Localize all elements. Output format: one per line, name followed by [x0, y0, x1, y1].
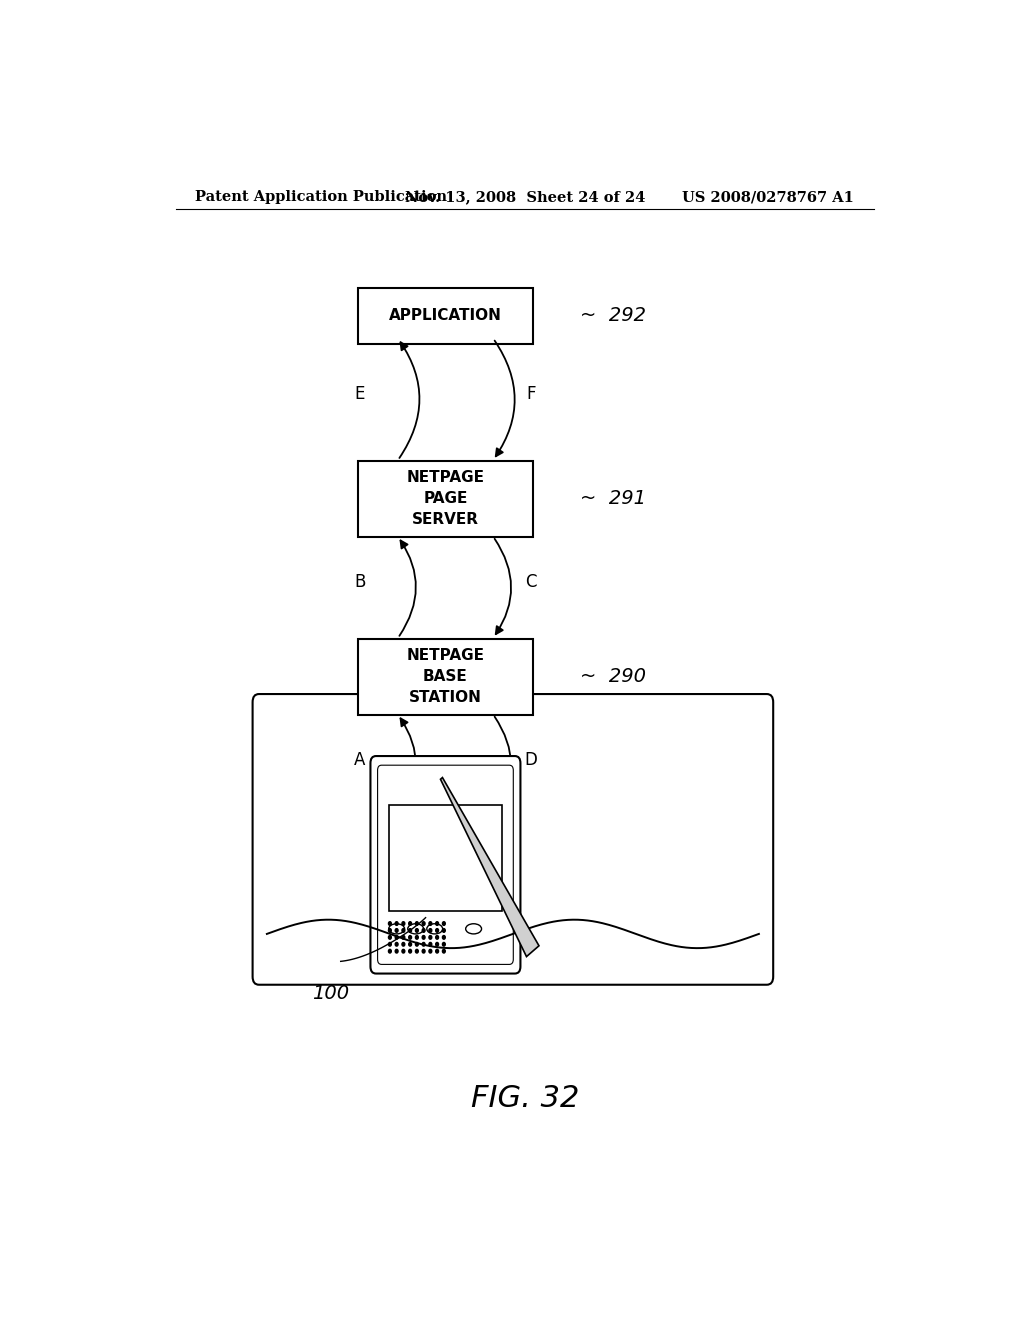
- Circle shape: [409, 921, 412, 925]
- Circle shape: [429, 936, 432, 940]
- Text: A: A: [354, 751, 366, 770]
- FancyBboxPatch shape: [378, 766, 513, 965]
- Text: Patent Application Publication: Patent Application Publication: [196, 190, 447, 205]
- FancyBboxPatch shape: [253, 694, 773, 985]
- Text: C: C: [525, 573, 537, 591]
- Circle shape: [422, 942, 425, 946]
- Text: B: B: [354, 573, 366, 591]
- Bar: [389, 805, 502, 911]
- Circle shape: [416, 949, 418, 953]
- FancyArrowPatch shape: [495, 717, 511, 812]
- Circle shape: [416, 929, 418, 932]
- Circle shape: [395, 942, 398, 946]
- Text: ~  290: ~ 290: [581, 668, 646, 686]
- FancyArrowPatch shape: [495, 341, 515, 457]
- Circle shape: [409, 942, 412, 946]
- Circle shape: [402, 929, 404, 932]
- Text: F: F: [526, 385, 536, 403]
- Circle shape: [442, 921, 445, 925]
- Bar: [358, 461, 532, 537]
- Circle shape: [429, 949, 432, 953]
- Bar: [358, 288, 532, 345]
- Circle shape: [435, 921, 438, 925]
- Bar: [358, 639, 532, 715]
- Text: NETPAGE
PAGE
SERVER: NETPAGE PAGE SERVER: [407, 470, 484, 528]
- FancyArrowPatch shape: [399, 540, 416, 636]
- FancyArrowPatch shape: [399, 342, 420, 458]
- Circle shape: [422, 929, 425, 932]
- Circle shape: [388, 936, 391, 940]
- Circle shape: [395, 929, 398, 932]
- Circle shape: [435, 949, 438, 953]
- Circle shape: [422, 936, 425, 940]
- Circle shape: [402, 936, 404, 940]
- Text: D: D: [524, 751, 538, 770]
- Circle shape: [388, 942, 391, 946]
- Circle shape: [409, 936, 412, 940]
- Ellipse shape: [389, 924, 404, 935]
- Circle shape: [402, 921, 404, 925]
- Circle shape: [395, 921, 398, 925]
- Circle shape: [429, 942, 432, 946]
- Circle shape: [435, 942, 438, 946]
- Ellipse shape: [408, 924, 424, 935]
- Text: NETPAGE
BASE
STATION: NETPAGE BASE STATION: [407, 648, 484, 705]
- Circle shape: [435, 936, 438, 940]
- FancyArrowPatch shape: [495, 539, 511, 634]
- Circle shape: [395, 936, 398, 940]
- FancyBboxPatch shape: [371, 756, 520, 974]
- Circle shape: [416, 921, 418, 925]
- Circle shape: [395, 949, 398, 953]
- Circle shape: [388, 929, 391, 932]
- Circle shape: [442, 949, 445, 953]
- Ellipse shape: [427, 924, 442, 935]
- Circle shape: [409, 929, 412, 932]
- Text: E: E: [354, 385, 365, 403]
- Text: Nov. 13, 2008  Sheet 24 of 24: Nov. 13, 2008 Sheet 24 of 24: [404, 190, 645, 205]
- Circle shape: [416, 936, 418, 940]
- Polygon shape: [440, 777, 539, 957]
- Circle shape: [402, 949, 404, 953]
- Circle shape: [416, 942, 418, 946]
- Text: US 2008/0278767 A1: US 2008/0278767 A1: [682, 190, 854, 205]
- Circle shape: [442, 936, 445, 940]
- FancyArrowPatch shape: [399, 718, 416, 813]
- Circle shape: [409, 949, 412, 953]
- Text: ~  291: ~ 291: [581, 490, 646, 508]
- Circle shape: [402, 942, 404, 946]
- Text: APPLICATION: APPLICATION: [389, 309, 502, 323]
- Circle shape: [422, 949, 425, 953]
- Text: 100: 100: [311, 983, 349, 1003]
- Circle shape: [435, 929, 438, 932]
- Circle shape: [429, 929, 432, 932]
- Circle shape: [442, 942, 445, 946]
- Circle shape: [442, 929, 445, 932]
- Circle shape: [388, 921, 391, 925]
- Circle shape: [388, 949, 391, 953]
- Ellipse shape: [466, 924, 481, 935]
- Text: FIG. 32: FIG. 32: [471, 1084, 579, 1113]
- Circle shape: [422, 921, 425, 925]
- Text: ~  292: ~ 292: [581, 306, 646, 326]
- Circle shape: [429, 921, 432, 925]
